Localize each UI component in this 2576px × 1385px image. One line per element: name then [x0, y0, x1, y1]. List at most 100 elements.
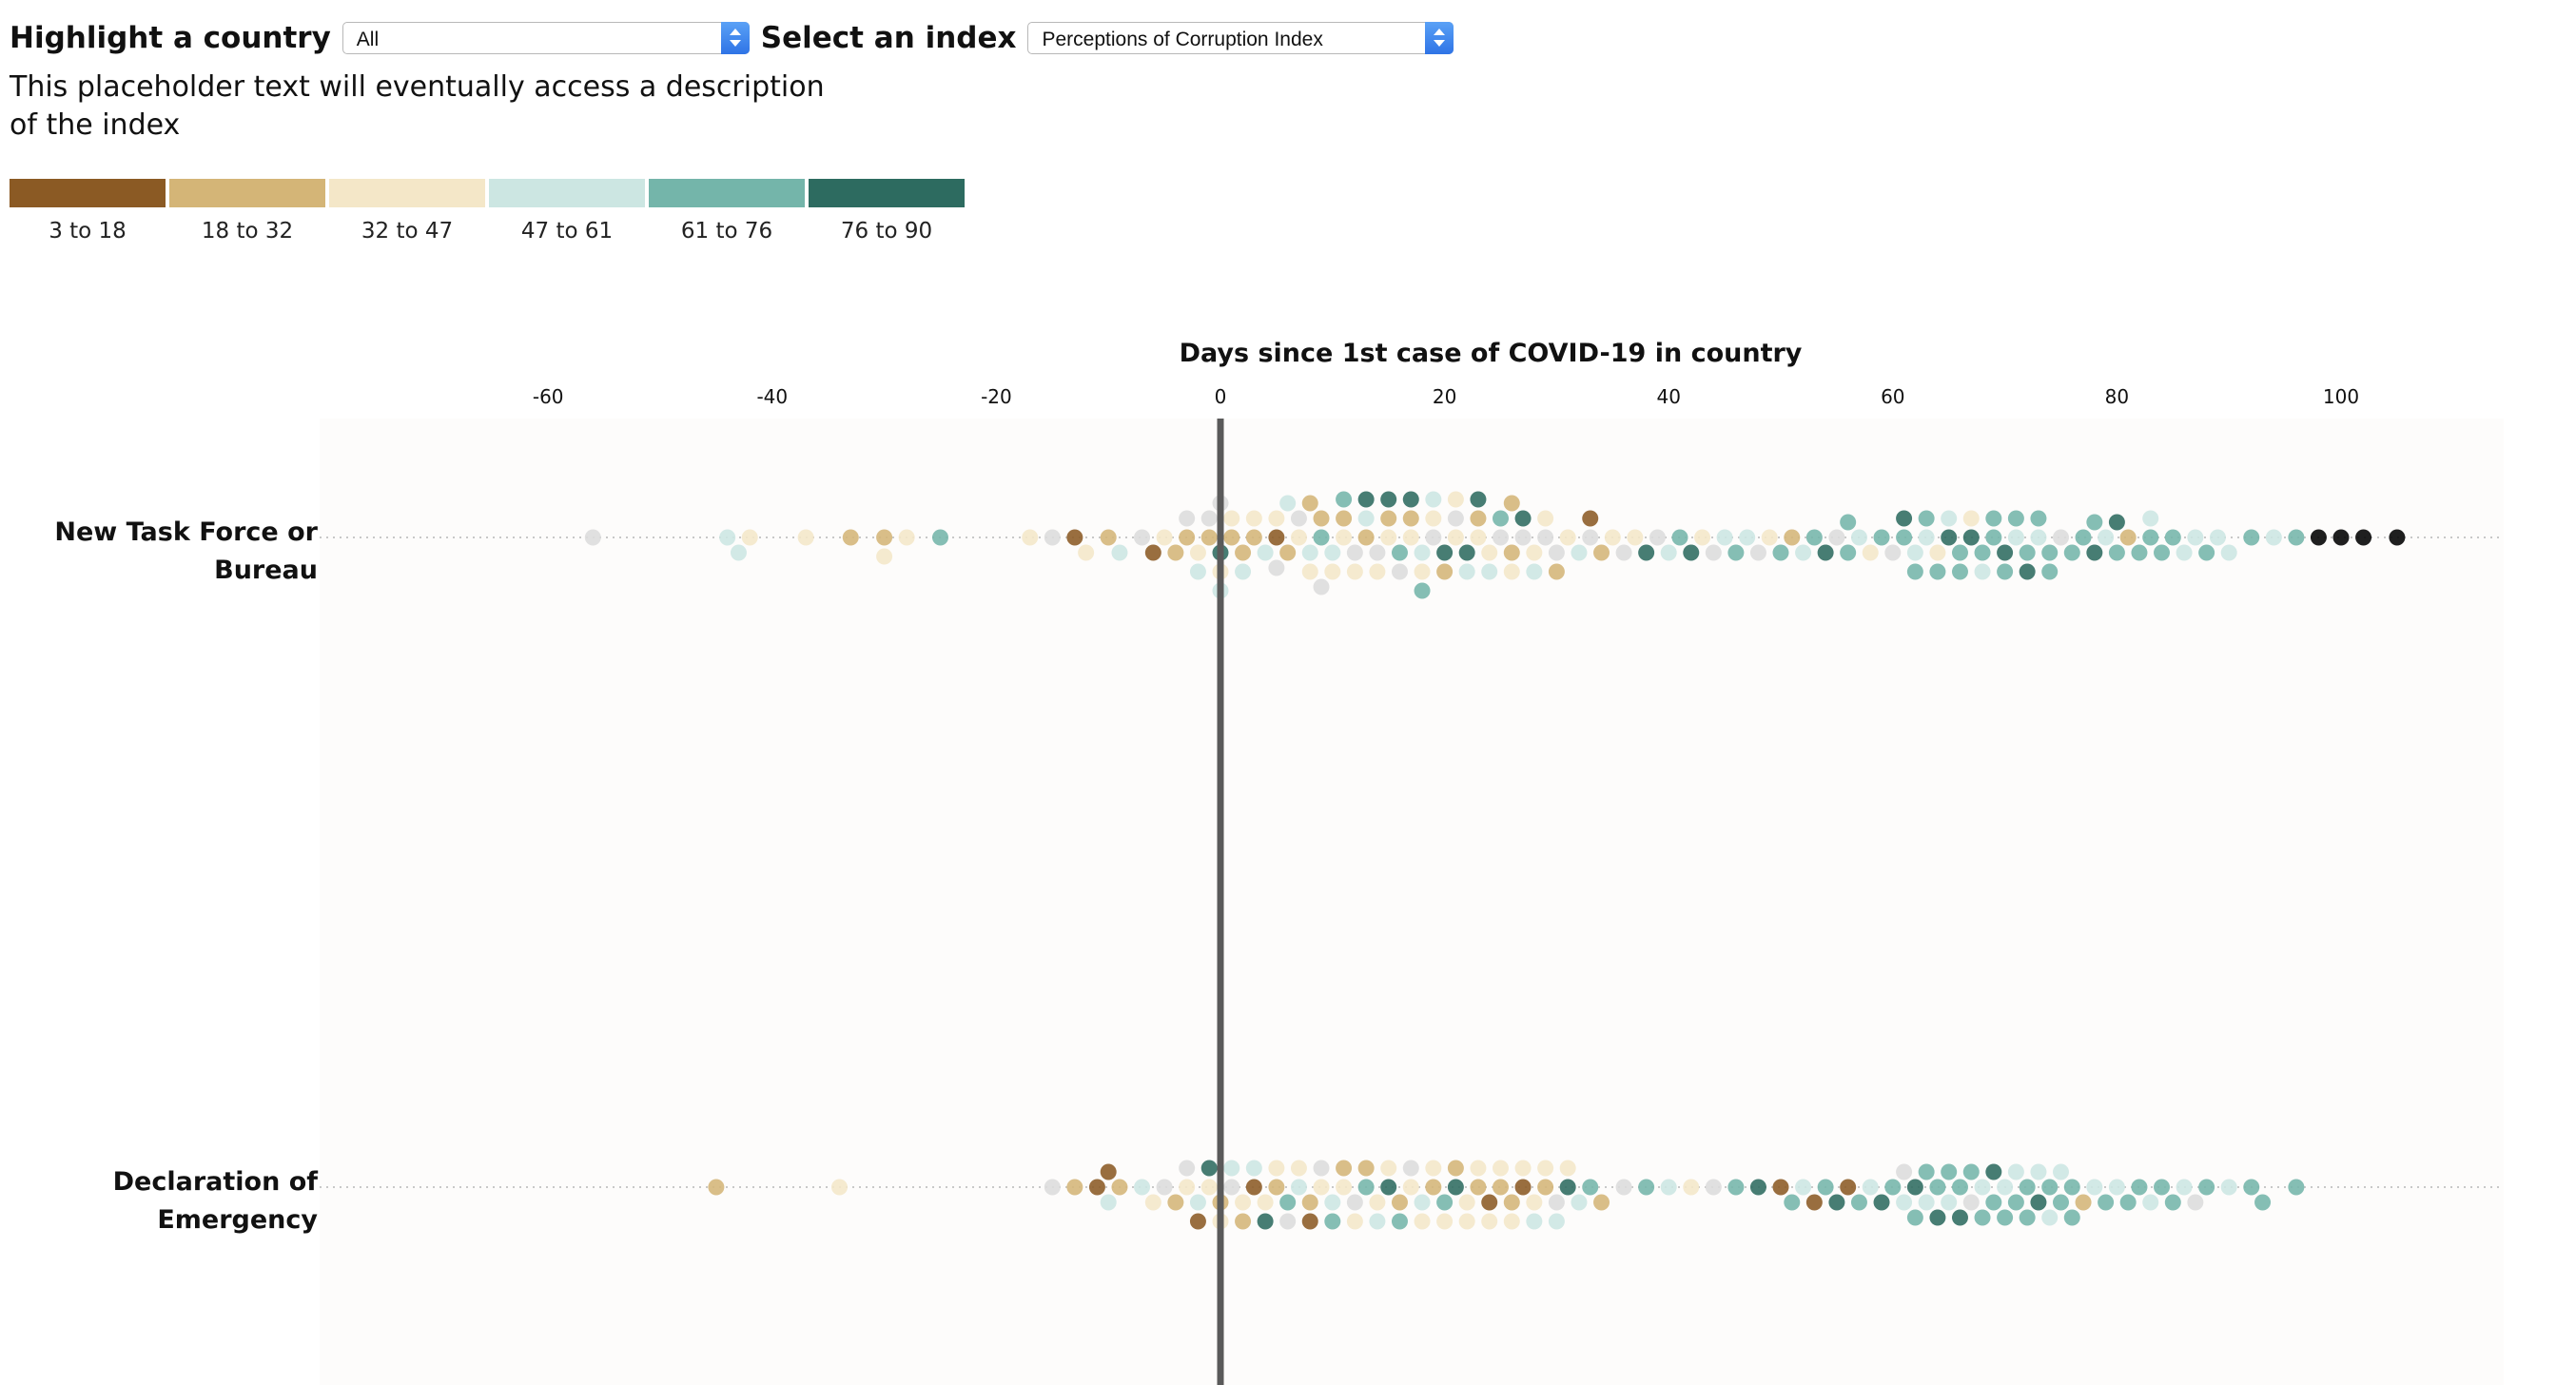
data-point [1638, 544, 1655, 561]
data-point [1604, 529, 1621, 546]
country-select[interactable]: All [342, 22, 750, 54]
data-point [1346, 544, 1363, 561]
data-point [1918, 1194, 1935, 1211]
data-point [2243, 1179, 2260, 1196]
data-point [1223, 529, 1240, 546]
data-point [1828, 529, 1845, 546]
data-point [1144, 1194, 1161, 1211]
data-point [1391, 1213, 1408, 1230]
data-point [1514, 529, 1532, 546]
data-point [1896, 510, 1913, 527]
data-point [2154, 1179, 2171, 1196]
data-point [1402, 1179, 1419, 1196]
legend-item: 61 to 76 [649, 179, 805, 244]
data-point [830, 1179, 848, 1196]
data-point [1357, 1160, 1375, 1177]
data-point [2063, 1179, 2080, 1196]
data-point [1571, 544, 1588, 561]
data-point [1447, 1160, 1464, 1177]
data-point [1840, 514, 1857, 531]
data-point [1660, 544, 1677, 561]
data-point [1962, 529, 1980, 546]
legend-item: 18 to 32 [169, 179, 325, 244]
data-point [1548, 1194, 1565, 1211]
data-point [1582, 529, 1599, 546]
index-select[interactable]: Perceptions of Corruption Index [1027, 22, 1454, 54]
data-point [1391, 544, 1408, 561]
data-point [1200, 1179, 1218, 1196]
data-point [1862, 1179, 1879, 1196]
data-point [1313, 1160, 1330, 1177]
data-point [1357, 529, 1375, 546]
x-tick-label: 100 [2323, 385, 2359, 408]
data-point [1324, 1213, 1341, 1230]
data-point [1336, 1160, 1353, 1177]
data-point [2131, 1179, 2148, 1196]
data-point [2098, 529, 2115, 546]
data-point [1301, 544, 1318, 561]
data-point [1425, 529, 1442, 546]
data-point [2176, 544, 2193, 561]
data-point [2086, 544, 2103, 561]
data-point [1548, 544, 1565, 561]
data-point [1941, 529, 1958, 546]
data-point [2389, 529, 2406, 546]
data-point [1514, 510, 1532, 527]
data-point [1391, 563, 1408, 580]
data-point [2131, 544, 2148, 561]
x-tick-label: -20 [981, 385, 1012, 408]
data-point [2355, 529, 2372, 546]
data-point [1503, 563, 1520, 580]
data-point [1962, 1194, 1980, 1211]
data-point [1346, 563, 1363, 580]
data-point [1425, 1179, 1442, 1196]
data-point [1235, 1194, 1252, 1211]
data-point [1425, 1160, 1442, 1177]
data-point [1850, 529, 1867, 546]
data-point [1840, 544, 1857, 561]
data-point [1134, 1179, 1151, 1196]
data-point [1414, 582, 1431, 599]
data-point [1638, 1179, 1655, 1196]
data-point [2019, 1179, 2036, 1196]
data-point [1896, 1194, 1913, 1211]
data-point [1414, 563, 1431, 580]
data-point [1380, 510, 1397, 527]
data-point [876, 529, 893, 546]
data-point [1850, 1194, 1867, 1211]
data-point [1235, 1213, 1252, 1230]
data-point [1078, 544, 1095, 561]
data-point [2243, 529, 2260, 546]
select-arrows-icon[interactable] [1425, 22, 1454, 54]
data-point [1559, 529, 1576, 546]
data-point [2265, 529, 2282, 546]
data-point [1772, 544, 1789, 561]
data-point [1548, 1213, 1565, 1230]
data-point [1313, 578, 1330, 595]
legend-label: 61 to 76 [680, 219, 773, 244]
data-point [2030, 510, 2047, 527]
data-point [1840, 1179, 1857, 1196]
data-point [2030, 1163, 2047, 1180]
data-point [1290, 1160, 1307, 1177]
data-point [1884, 544, 1902, 561]
data-point [2119, 529, 2137, 546]
data-point [1749, 544, 1766, 561]
data-point [1301, 1194, 1318, 1211]
data-point [1470, 491, 1487, 508]
select-arrows-icon[interactable] [720, 22, 750, 54]
data-point [1245, 1179, 1262, 1196]
data-point [730, 544, 747, 561]
data-point [2041, 1179, 2059, 1196]
data-point [2220, 544, 2237, 561]
data-point [1088, 1179, 1105, 1196]
data-point [1929, 1209, 1946, 1226]
data-point [2288, 1179, 2305, 1196]
data-point [1906, 544, 1923, 561]
data-point [1503, 544, 1520, 561]
data-point [1615, 544, 1632, 561]
data-point [2053, 1163, 2069, 1180]
data-point [1436, 1194, 1454, 1211]
data-point [1985, 529, 2002, 546]
data-point [1380, 1160, 1397, 1177]
